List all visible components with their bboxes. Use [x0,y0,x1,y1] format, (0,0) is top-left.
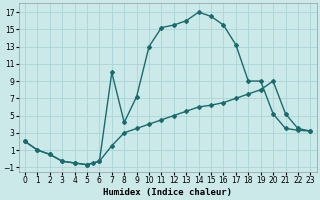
X-axis label: Humidex (Indice chaleur): Humidex (Indice chaleur) [103,188,232,197]
